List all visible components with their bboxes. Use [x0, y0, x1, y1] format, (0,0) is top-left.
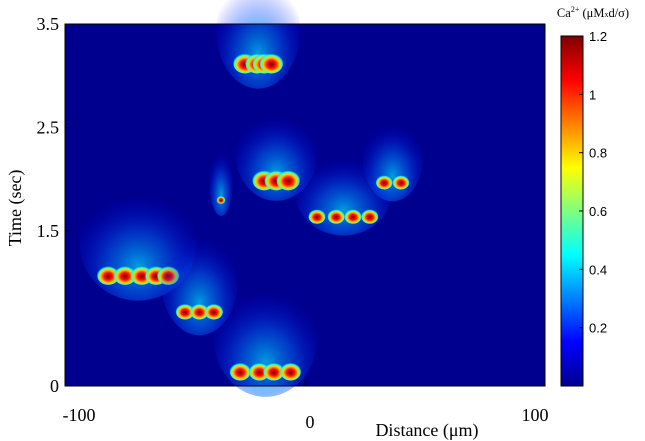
wave-hotspot — [327, 209, 345, 224]
wave-hotspot — [248, 362, 270, 381]
colorbar-ticks: 0.2 0.4 0.6 0.8 1 1.2 — [579, 29, 607, 336]
wave-hotspot — [280, 362, 302, 381]
wave-hotspot — [259, 53, 284, 74]
wave-hotspot — [308, 209, 326, 224]
x-axis: -100 0 100 — [63, 381, 549, 432]
wave-hotspot — [263, 362, 285, 381]
wave-cluster — [235, 107, 317, 201]
y-tick-label: 3.5 — [37, 14, 60, 34]
colorbar: 0.2 0.4 0.6 0.8 1 1.2 Ca2+ (μMxd/σ) — [557, 5, 629, 387]
colorbar-tick-label: 1 — [589, 87, 596, 102]
wave-glow — [209, 146, 233, 216]
y-tick-label: 2.5 — [37, 117, 60, 137]
wave-hotspot — [175, 303, 195, 320]
wave-hotspot — [375, 175, 393, 190]
wave-cluster — [216, 0, 301, 89]
wave-glow — [362, 116, 423, 202]
wave-cluster — [209, 146, 233, 216]
x-tick-label: 0 — [306, 412, 315, 432]
y-axis-label: Time (sec) — [5, 170, 26, 247]
x-tick-label: 100 — [522, 405, 549, 425]
y-tick-label: 0 — [50, 376, 59, 396]
colorbar-tick-label: 0.4 — [589, 262, 607, 277]
x-tick-label: -100 — [63, 405, 96, 425]
y-tick-label: 1.5 — [37, 221, 60, 241]
colorbar-label: Ca2+ (μMxd/σ) — [557, 5, 629, 20]
wave-cluster — [213, 280, 317, 397]
wave-cluster — [362, 116, 423, 202]
wave-hotspot — [344, 209, 362, 224]
calcium-wave-layer — [79, 0, 423, 397]
heatmap-plot-area — [64, 0, 546, 397]
wave-hotspot — [361, 209, 379, 224]
colorbar-tick-label: 0.6 — [589, 204, 607, 219]
colorbar-tick-label: 1.2 — [589, 29, 607, 44]
wave-hotspot — [216, 195, 226, 204]
wave-hotspot — [97, 265, 120, 285]
colorbar-tick-label: 0.8 — [589, 146, 607, 161]
y-axis: 0 1.5 2.5 3.5 — [37, 14, 70, 396]
colorbar-tick-label: 0.2 — [589, 321, 607, 336]
wave-glow — [213, 280, 317, 397]
wave-cluster — [161, 226, 238, 336]
x-axis-label: Distance (μm) — [375, 420, 478, 441]
wave-hotspot — [392, 175, 410, 190]
wave-hotspot — [113, 265, 137, 285]
wave-hotspot — [276, 170, 300, 191]
wave-hotspot — [229, 362, 251, 381]
wave-hotspot — [190, 303, 209, 320]
